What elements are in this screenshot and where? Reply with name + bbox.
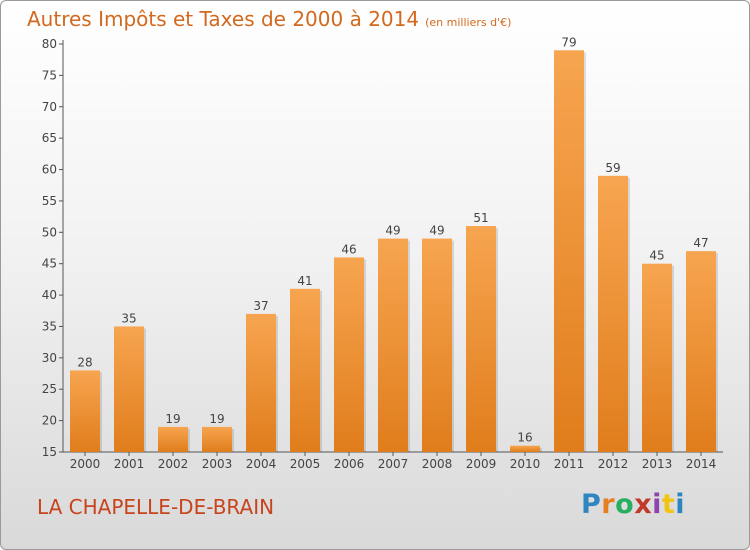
logo-letter: i — [675, 489, 686, 520]
chart-unit-note: (en milliers d'€) — [425, 16, 512, 29]
y-tick-label: 70 — [42, 100, 57, 114]
bar-2002 — [158, 426, 188, 452]
logo-letter: o — [615, 489, 635, 520]
bar-2012 — [598, 175, 628, 453]
bar-value-label: 19 — [209, 412, 224, 426]
bar-2008 — [422, 238, 452, 452]
logo-letter: P — [581, 489, 602, 520]
chart-x-tick-labels: 2000 2001 2002 2003 2004 2005 2006 2007 2008 2009… — [70, 457, 717, 471]
bar-2005 — [290, 288, 320, 452]
bar-value-label: 37 — [253, 299, 268, 313]
bar-value-label: 28 — [77, 355, 92, 369]
y-tick-label: 20 — [42, 414, 57, 428]
x-tick-label: 2005 — [290, 457, 321, 471]
bar-2009 — [466, 226, 496, 452]
x-tick-label: 2002 — [158, 457, 189, 471]
y-tick-label: 35 — [42, 319, 57, 333]
x-tick-label: 2000 — [70, 457, 101, 471]
proxiti-logo: Proxiti — [581, 489, 685, 520]
x-tick-label: 2010 — [510, 457, 541, 471]
bar-value-label: 35 — [121, 311, 136, 325]
y-tick-label: 25 — [42, 382, 57, 396]
bar-value-label: 46 — [341, 242, 356, 256]
x-tick-label: 2001 — [114, 457, 145, 471]
bar-value-label: 47 — [693, 236, 708, 250]
bar-2013 — [642, 263, 672, 452]
y-tick-label: 55 — [42, 194, 57, 208]
x-tick-label: 2007 — [378, 457, 409, 471]
logo-letter: r — [601, 489, 616, 520]
chart-bars — [70, 50, 718, 453]
y-tick-label: 60 — [42, 163, 57, 177]
y-tick-label: 80 — [42, 37, 57, 51]
bar-2014 — [686, 251, 716, 452]
x-tick-label: 2008 — [422, 457, 453, 471]
y-tick-label: 75 — [42, 68, 57, 82]
logo-letter: x — [634, 489, 653, 520]
x-tick-label: 2003 — [202, 457, 233, 471]
bar-2010 — [510, 445, 540, 452]
x-tick-label: 2014 — [686, 457, 717, 471]
bar-2004 — [246, 313, 276, 452]
bar-2000 — [70, 370, 100, 452]
logo-letter: t — [661, 489, 676, 520]
bar-2001 — [114, 326, 144, 452]
chart-title-text: Autres Impôts et Taxes de 2000 à 2014 — [27, 7, 420, 31]
bar-value-label: 45 — [649, 249, 664, 263]
bar-value-label: 59 — [605, 161, 620, 175]
y-tick-label: 65 — [42, 131, 57, 145]
bar-value-label: 79 — [561, 35, 576, 49]
y-tick-label: 15 — [42, 445, 57, 459]
bar-value-label: 49 — [429, 224, 444, 238]
bar-2007 — [378, 238, 408, 452]
bar-value-label: 51 — [473, 211, 488, 225]
chart-y-tick-labels: 15 20 25 30 35 40 45 50 55 60 65 70 75 80 — [42, 37, 57, 459]
logo-letter: i — [652, 489, 662, 520]
bar-2011 — [554, 50, 584, 453]
chart-title: Autres Impôts et Taxes de 2000 à 2014 (en… — [27, 7, 511, 31]
y-tick-label: 50 — [42, 225, 57, 239]
x-tick-label: 2013 — [642, 457, 673, 471]
bar-value-label: 41 — [297, 274, 312, 288]
x-tick-label: 2009 — [466, 457, 497, 471]
bar-2003 — [202, 426, 232, 452]
x-tick-label: 2006 — [334, 457, 365, 471]
commune-name: LA CHAPELLE-DE-BRAIN — [37, 495, 275, 519]
y-tick-label: 30 — [42, 351, 57, 365]
bar-value-label: 49 — [385, 224, 400, 238]
x-tick-label: 2011 — [554, 457, 585, 471]
bar-2006 — [334, 257, 364, 452]
y-tick-label: 45 — [42, 257, 57, 271]
y-tick-label: 40 — [42, 288, 57, 302]
chart-value-labels: 28 35 19 19 37 41 46 49 49 51 16 79 59 45 47 — [77, 35, 708, 444]
bar-value-label: 16 — [517, 431, 532, 445]
bar-value-label: 19 — [165, 412, 180, 426]
x-tick-label: 2004 — [246, 457, 277, 471]
x-tick-label: 2012 — [598, 457, 629, 471]
